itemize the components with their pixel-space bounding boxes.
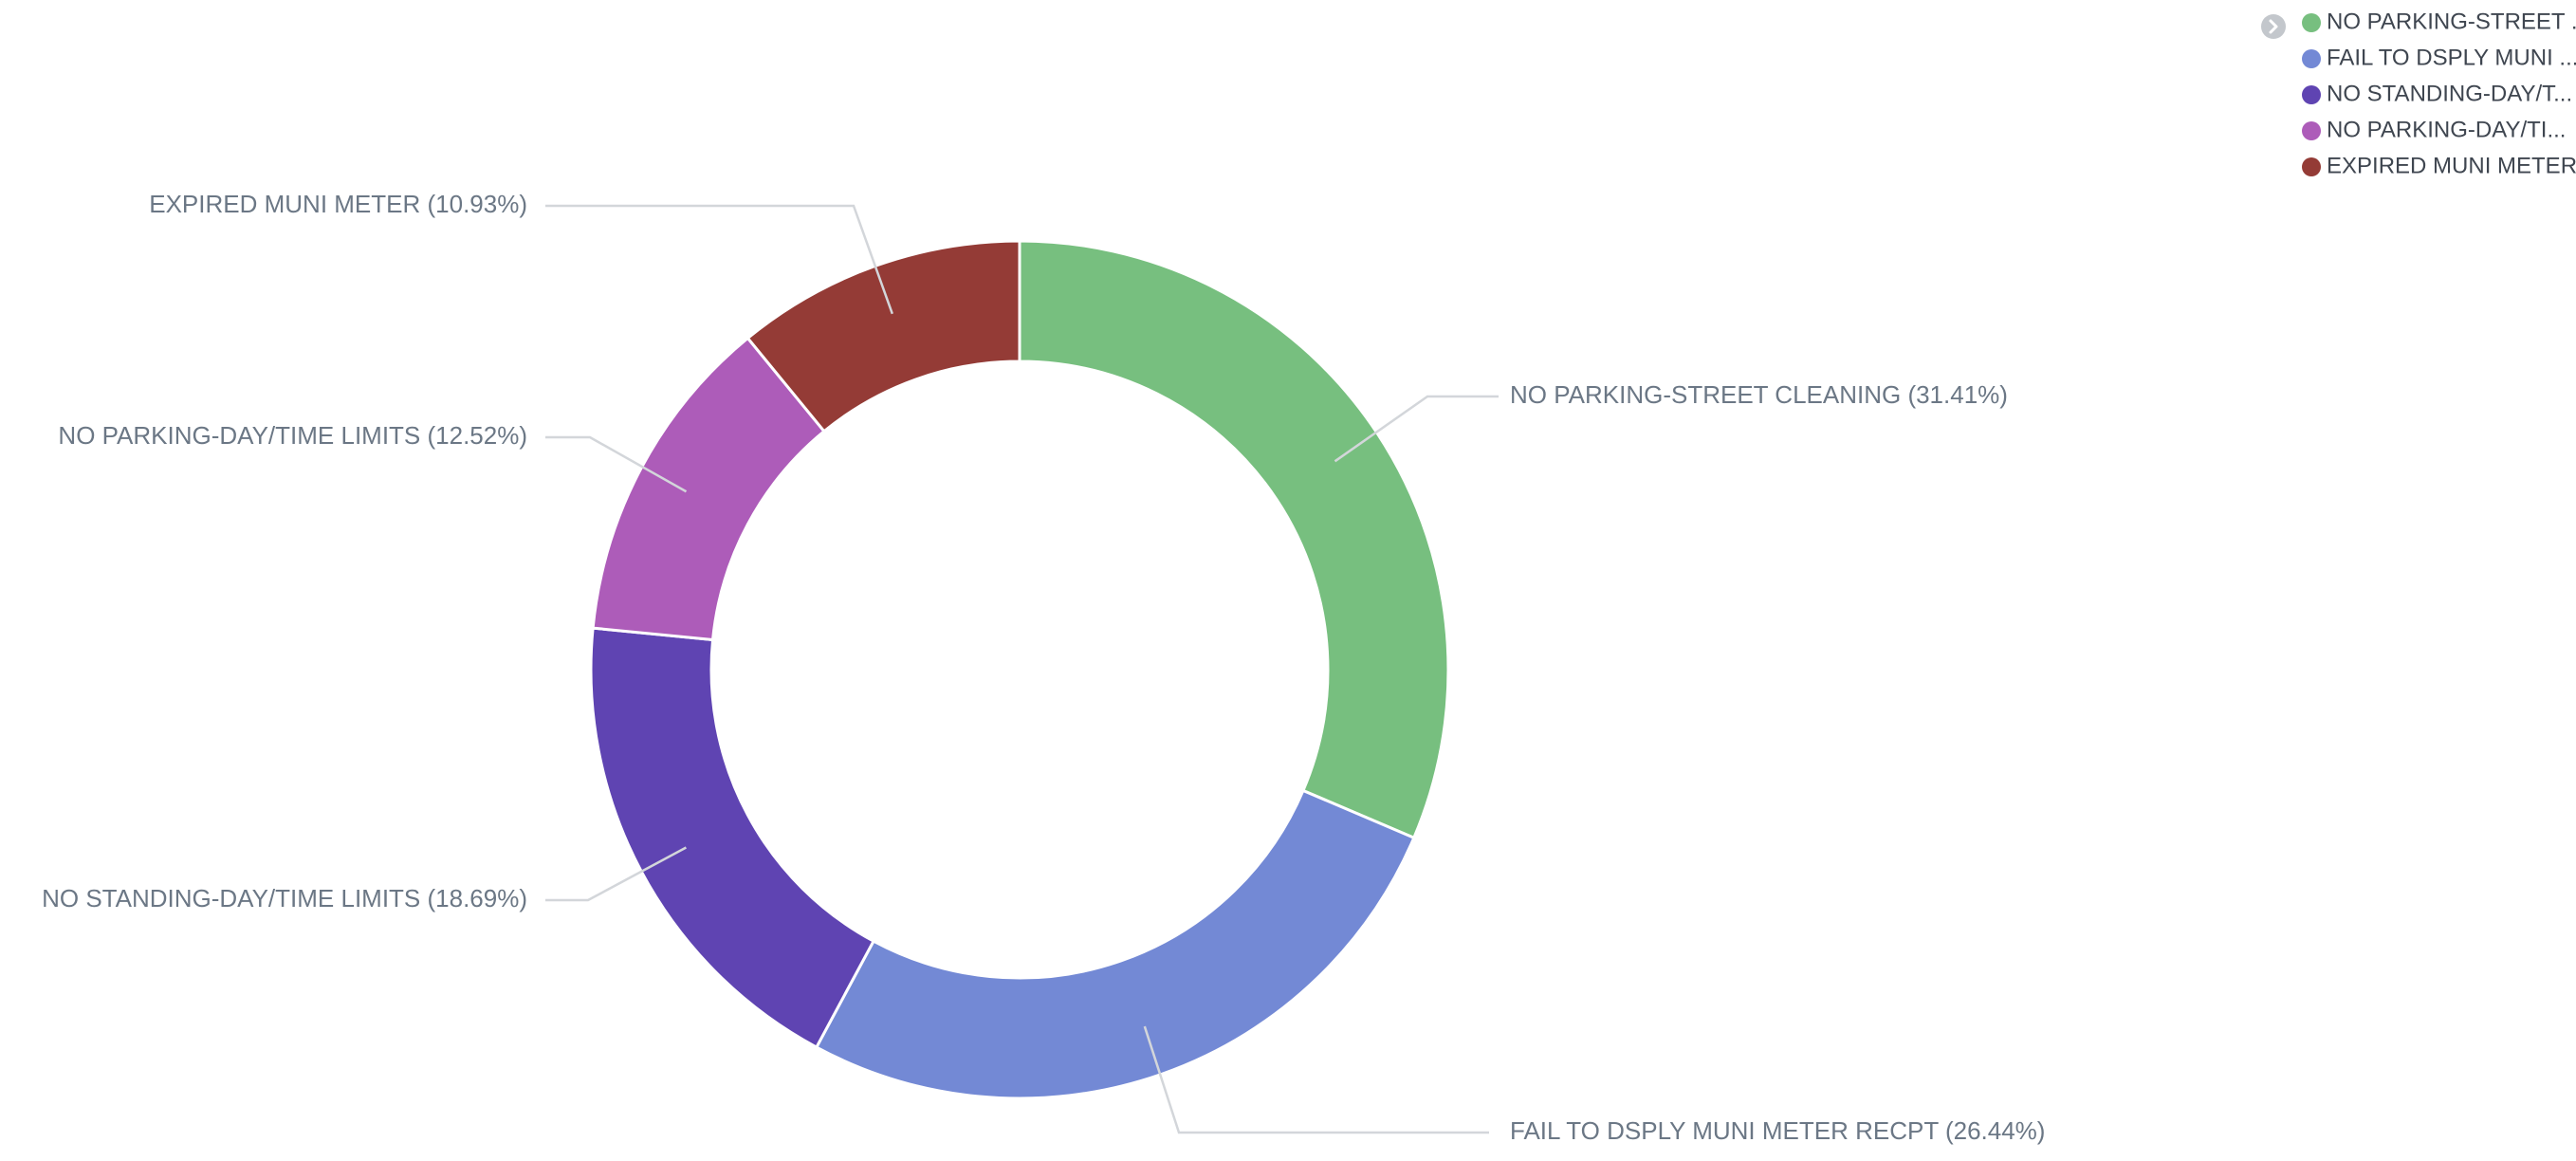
slice-label: NO PARKING-DAY/TIME LIMITS (12.52%) xyxy=(58,421,527,450)
legend-item[interactable]: NO STANDING-DAY/T... xyxy=(2302,81,2572,106)
chevron-right-circle-icon[interactable] xyxy=(2261,14,2286,39)
leader-line xyxy=(545,204,894,315)
legend-label: NO STANDING-DAY/T... xyxy=(2327,81,2572,106)
donut-slice[interactable] xyxy=(1018,239,1450,840)
leader-line xyxy=(1143,1025,1489,1134)
legend-item[interactable]: EXPIRED MUNI METER xyxy=(2302,153,2576,178)
legend-swatch xyxy=(2302,85,2321,104)
legend-swatch xyxy=(2302,13,2321,32)
legend-item[interactable]: NO PARKING-STREET ... xyxy=(2302,9,2576,34)
donut-slice[interactable] xyxy=(589,626,876,1050)
slice-labels-layer: NO PARKING-STREET CLEANING (31.41%) FAIL … xyxy=(42,190,2045,1145)
slice-label: FAIL TO DSPLY MUNI METER RECPT (26.44%) xyxy=(1510,1116,2045,1145)
legend-label: NO PARKING-DAY/TI... xyxy=(2327,117,2566,142)
slice-label: NO PARKING-STREET CLEANING (31.41%) xyxy=(1510,380,2008,409)
legend-item[interactable]: FAIL TO DSPLY MUNI ... xyxy=(2302,45,2576,70)
chevron-right-glyph xyxy=(2269,19,2278,34)
slice-label: NO STANDING-DAY/TIME LIMITS (18.69%) xyxy=(42,884,527,912)
leader-line xyxy=(545,846,687,902)
legend: NO PARKING-STREET ... FAIL TO DSPLY MUNI … xyxy=(2261,9,2576,178)
legend-label: NO PARKING-STREET ... xyxy=(2327,9,2576,34)
leader-line xyxy=(1334,395,1499,463)
leader-line xyxy=(545,435,688,493)
legend-swatch xyxy=(2302,49,2321,68)
legend-swatch xyxy=(2302,157,2321,176)
donut-slice[interactable] xyxy=(745,239,1021,433)
legend-toggle[interactable] xyxy=(2261,14,2286,39)
donut-slice[interactable] xyxy=(814,788,1416,1100)
slices-layer xyxy=(589,239,1450,1100)
slice-label: EXPIRED MUNI METER (10.93%) xyxy=(149,190,527,218)
legend-label: FAIL TO DSPLY MUNI ... xyxy=(2327,45,2576,70)
legend-label: EXPIRED MUNI METER xyxy=(2327,153,2576,178)
legend-swatch xyxy=(2302,121,2321,140)
leader-lines-layer xyxy=(545,204,1499,1134)
legend-item[interactable]: NO PARKING-DAY/TI... xyxy=(2302,117,2566,142)
